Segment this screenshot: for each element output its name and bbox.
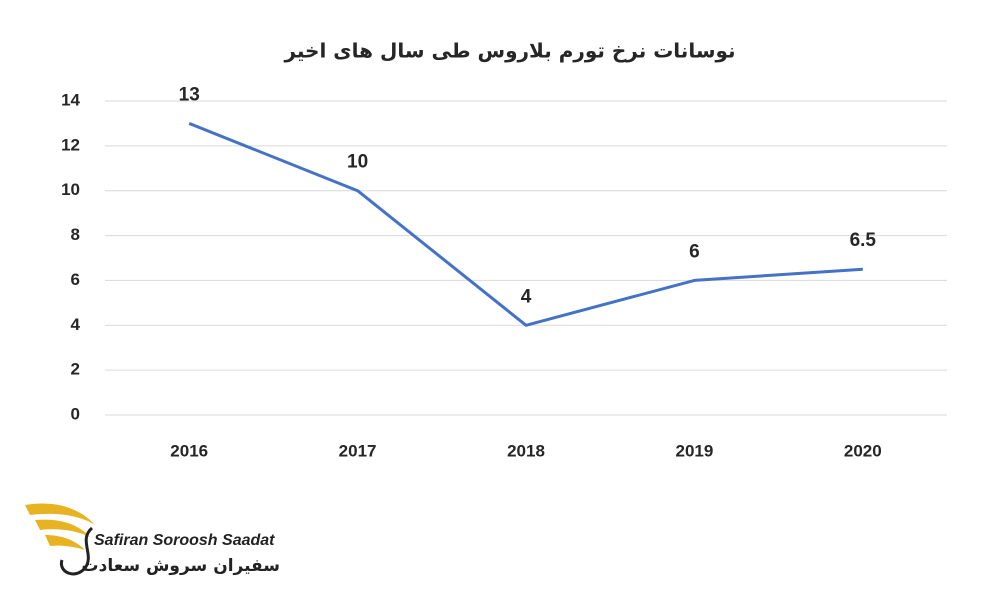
y-tick-label: 14 bbox=[61, 90, 80, 109]
x-tick-label: 2017 bbox=[339, 441, 377, 460]
chart-title: نوسانات نرخ تورم بلاروس طی سال های اخیر bbox=[283, 39, 735, 63]
x-tick-label: 2018 bbox=[507, 441, 545, 460]
logo-wing bbox=[25, 503, 95, 525]
line bbox=[188, 122, 863, 327]
y-tick-label: 2 bbox=[71, 360, 80, 379]
logo-name-fa: سفیران سروش سعادت bbox=[82, 556, 280, 576]
data-label: 13 bbox=[179, 84, 200, 105]
logo-name: Safiran Soroosh Saadat bbox=[94, 532, 275, 549]
data-label: 10 bbox=[347, 152, 368, 173]
y-tick-label: 0 bbox=[71, 404, 80, 423]
y-tick-label: 6 bbox=[71, 270, 80, 289]
logo-swirl bbox=[59, 526, 94, 576]
y-tick-label: 10 bbox=[61, 180, 80, 199]
x-tick-label: 2019 bbox=[675, 441, 713, 460]
logo: Safiran Soroosh Saadat سفیران سروش سعادت bbox=[25, 503, 280, 576]
logo-wing bbox=[45, 535, 85, 550]
y-tick-label: 8 bbox=[71, 225, 80, 244]
x-tick-label: 2020 bbox=[844, 441, 882, 460]
data-label: 6.5 bbox=[850, 230, 877, 251]
data-label: 4 bbox=[521, 286, 532, 307]
y-tick-label: 12 bbox=[61, 135, 80, 154]
data-label: 6 bbox=[689, 241, 700, 262]
y-tick-label: 4 bbox=[71, 315, 81, 334]
x-tick-label: 2016 bbox=[170, 441, 208, 460]
logo-wing bbox=[35, 519, 90, 537]
